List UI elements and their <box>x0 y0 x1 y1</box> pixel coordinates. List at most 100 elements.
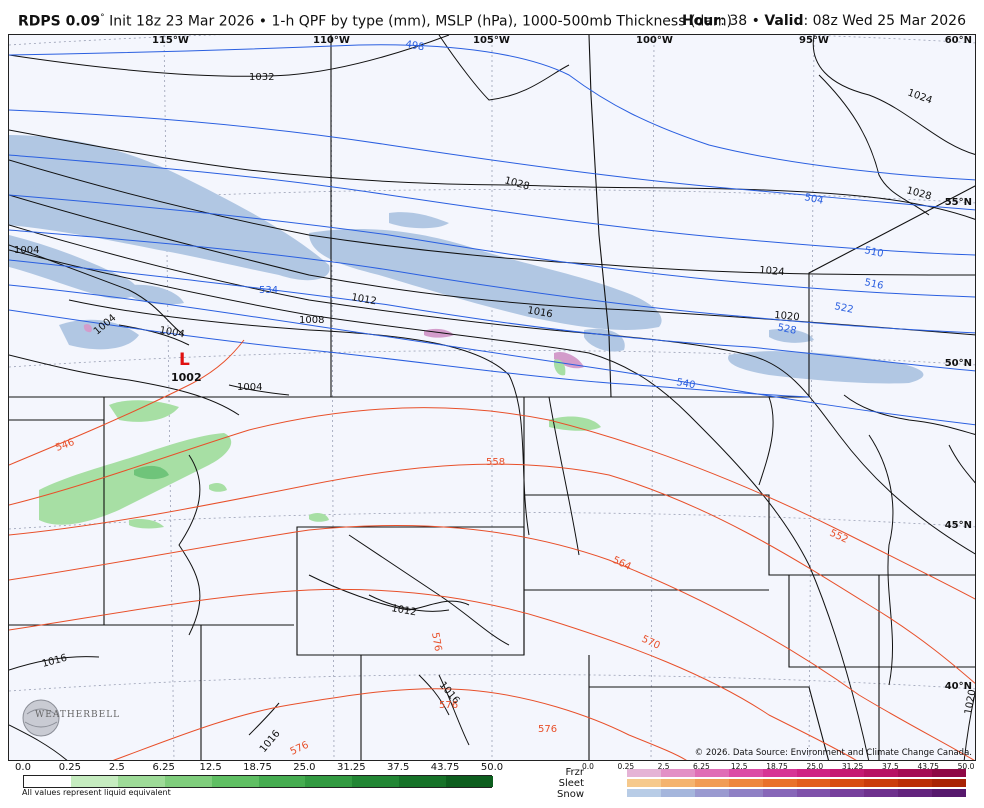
sleet-swatch <box>728 779 764 787</box>
snow-area <box>769 329 814 343</box>
graticule <box>9 35 975 760</box>
frzr-swatch <box>830 769 865 777</box>
rain-tick-label: 50.0 <box>480 762 504 773</box>
isobar-1012-south <box>308 574 470 611</box>
snow-area <box>728 351 924 384</box>
product-description: 1-h QPF by type (mm), MSLP (hPa), 1000-5… <box>271 13 733 30</box>
frzr-swatch <box>627 769 662 777</box>
snow-swatch <box>728 789 764 797</box>
rain-precip-areas <box>39 359 601 529</box>
snow-swatch <box>660 789 696 797</box>
lon-label-115w: 115°W <box>152 35 189 46</box>
thickness-label: 498 <box>404 39 425 53</box>
isobar-label: 1032 <box>249 72 274 83</box>
snow-swatch <box>796 789 831 797</box>
liquid-equivalent-note: All values represent liquid equivalent <box>22 788 171 797</box>
snow-swatch <box>762 789 797 797</box>
thickness-label: 546 <box>54 437 76 454</box>
sleet-swatch <box>660 779 696 787</box>
rain-area <box>134 465 169 480</box>
mix-tick-label: 6.25 <box>693 762 710 771</box>
isobar-1004-b <box>118 324 190 346</box>
sleet-swatch <box>694 779 730 787</box>
isobar-label: 1012 <box>350 292 377 307</box>
sleet-swatch <box>796 779 831 787</box>
mix-tick-label: 2.5 <box>657 762 670 771</box>
rain-area <box>549 416 601 431</box>
isobar-1032 <box>9 35 450 77</box>
isobar-label: 1016 <box>258 728 283 755</box>
sleet-label: Sleet <box>558 778 584 789</box>
isobar-label: 1004 <box>158 325 185 340</box>
lon-label-105w: 105°W <box>473 35 510 46</box>
frzr-swatch <box>864 769 899 777</box>
mix-tick-label: 12.5 <box>730 762 748 771</box>
rain-tick-label: 25.0 <box>293 762 316 773</box>
title-bullet: • <box>258 13 268 30</box>
snow-area <box>129 284 184 305</box>
sleet-swatch <box>898 779 933 787</box>
valid-value: : 08z Wed 25 Mar 2026 <box>803 13 966 29</box>
rain-area <box>39 433 232 525</box>
thickness-570 <box>9 588 857 760</box>
snow-area <box>584 328 625 352</box>
rain-tick-label: 18.75 <box>243 762 272 773</box>
rain-tick-label: 43.75 <box>430 762 460 773</box>
hour-label: Hour <box>681 13 721 29</box>
lat-label-40n: 40°N <box>944 681 972 692</box>
isobar-1016-sw <box>248 702 280 736</box>
weather-map[interactable]: L 1002 1032 1028 1024 1028 1024 1020 101… <box>8 34 976 761</box>
thickness-label: 552 <box>828 528 850 546</box>
lat-label-45n: 45°N <box>944 520 972 531</box>
rain-swatch <box>399 776 447 787</box>
thickness-label: 570 <box>640 634 662 652</box>
rain-tick-label: 12.5 <box>199 762 222 773</box>
init-time: Init 18z 23 Mar 2026 <box>109 13 255 30</box>
rain-tick-label: 37.5 <box>387 762 410 773</box>
isobar-label: 1004 <box>14 245 39 256</box>
thickness-label: 558 <box>486 457 505 468</box>
isobars <box>9 35 975 760</box>
snow-swatch <box>864 789 899 797</box>
title-bullet-2: • <box>751 13 760 29</box>
rain-tick-label: 0.0 <box>15 762 31 773</box>
thickness-label: 576 <box>429 632 443 653</box>
rain-swatch <box>70 776 119 787</box>
thickness-534 <box>9 284 975 426</box>
frzr-swatch <box>898 769 933 777</box>
thickness-564 <box>9 524 975 760</box>
snow-area <box>309 229 662 330</box>
rain-swatch <box>352 776 400 787</box>
snow-swatch <box>932 789 967 797</box>
rain-tick-label: 2.5 <box>108 762 125 773</box>
model-name: RDPS 0.09 <box>18 13 101 30</box>
rain-tick-label: 0.25 <box>58 762 82 773</box>
lon-label-100w: 100°W <box>636 35 673 46</box>
lat-label-50n: 50°N <box>944 358 972 369</box>
frzr-swatch <box>932 769 967 777</box>
rain-swatch <box>305 776 353 787</box>
thickness-label: 534 <box>259 285 278 296</box>
thickness-label: 540 <box>675 377 696 391</box>
isobar-1016-west <box>9 656 100 671</box>
isobar-label: 1012 <box>390 603 417 618</box>
thickness-528 <box>9 259 975 372</box>
thickness-498 <box>9 44 975 181</box>
thickness-label: 528 <box>776 322 797 337</box>
isobar-label: 1008 <box>299 315 324 326</box>
mix-tick-label: 18.75 <box>766 762 788 771</box>
frzr-swatch <box>728 769 764 777</box>
hour-value: : 38 <box>720 13 748 29</box>
rain-tick-label: 6.25 <box>152 762 175 773</box>
mix-tick-label: 37.5 <box>882 762 899 771</box>
rain-swatch <box>164 776 213 787</box>
snow-swatch <box>694 789 730 797</box>
isobar-1004-c <box>228 384 290 396</box>
thickness-522 <box>9 229 975 334</box>
isobar-label: 1028 <box>503 175 530 192</box>
lat-label-60n: 60°N <box>944 35 972 46</box>
thickness-label: 564 <box>611 555 633 573</box>
sleet-swatch <box>762 779 797 787</box>
mix-area <box>83 324 92 333</box>
thickness-warm <box>9 339 975 760</box>
